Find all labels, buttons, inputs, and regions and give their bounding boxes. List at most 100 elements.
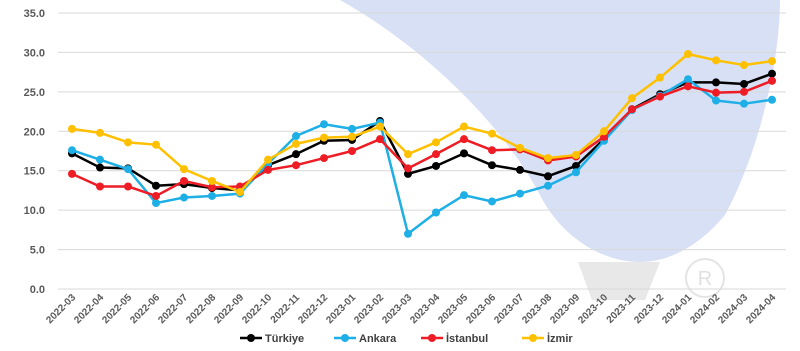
data-point: [516, 165, 524, 174]
data-point: [460, 135, 468, 144]
data-point: [96, 163, 104, 172]
data-point: [180, 176, 188, 185]
data-point: [460, 191, 468, 200]
data-point: [96, 155, 104, 164]
data-point: [740, 79, 748, 88]
data-point: [404, 150, 412, 159]
legend-marker: [529, 334, 537, 342]
data-point: [68, 124, 76, 133]
x-tick-label: 2022-06: [128, 292, 162, 326]
data-point: [152, 191, 160, 200]
data-point: [572, 161, 580, 170]
series-2: [68, 76, 776, 200]
data-point: [404, 229, 412, 238]
data-point: [348, 132, 356, 141]
y-tick-label: 15.0: [24, 166, 45, 178]
watermark-logo-mark: [578, 262, 660, 300]
data-point: [208, 183, 216, 192]
series-line: [71, 52, 773, 194]
data-point: [712, 78, 720, 87]
y-tick-label: 10.0: [24, 205, 45, 217]
data-point: [516, 143, 524, 152]
legend-item: İzmir: [522, 332, 573, 345]
legend-marker: [247, 334, 255, 342]
data-point: [292, 161, 300, 170]
x-tick-label: 2024-03: [716, 292, 750, 326]
data-point: [740, 61, 748, 70]
data-point: [376, 122, 384, 131]
data-point: [124, 138, 132, 147]
y-tick-label: 30.0: [24, 47, 45, 59]
y-tick-label: 20.0: [24, 126, 45, 138]
data-point: [432, 208, 440, 217]
y-tick-label: 35.0: [24, 8, 45, 20]
legend-label: İstanbul: [446, 332, 488, 345]
x-tick-label: 2022-07: [156, 292, 190, 326]
y-tick-label: 0.0: [30, 284, 45, 296]
data-point: [320, 120, 328, 129]
legend: Türkiye Ankara İstanbul İzmir: [240, 332, 573, 345]
watermark-registered-mark: [685, 258, 725, 298]
data-point: [96, 182, 104, 191]
data-point: [404, 164, 412, 173]
legend-label: Ankara: [359, 333, 397, 345]
data-point: [768, 69, 776, 78]
x-tick-label: 2023-06: [464, 292, 498, 326]
series-line: [71, 72, 773, 192]
data-point: [432, 150, 440, 159]
data-point: [712, 56, 720, 65]
data-point: [740, 87, 748, 96]
data-point: [600, 127, 608, 136]
x-tick-label: 2024-04: [744, 292, 778, 326]
x-tick-label: 2023-02: [352, 292, 386, 326]
x-tick-label: 2024-01: [660, 292, 694, 326]
series-group: [68, 50, 776, 238]
x-tick-label: 2022-05: [100, 292, 134, 326]
x-tick-label: 2022-03: [44, 292, 78, 326]
y-tick-label: 25.0: [24, 87, 45, 99]
data-point: [516, 189, 524, 198]
data-point: [488, 161, 496, 170]
data-point: [376, 135, 384, 144]
data-point: [460, 122, 468, 131]
legend-item: İstanbul: [421, 332, 488, 345]
data-point: [432, 138, 440, 147]
data-point: [264, 165, 272, 174]
data-point: [348, 147, 356, 155]
data-point: [712, 88, 720, 97]
x-tick-label: 2023-09: [548, 292, 582, 326]
data-point: [628, 94, 636, 103]
data-point: [544, 181, 552, 190]
data-point: [208, 191, 216, 200]
data-point: [460, 149, 468, 158]
x-tick-label: 2023-07: [492, 292, 526, 326]
legend-item: Türkiye: [240, 333, 304, 345]
data-point: [544, 154, 552, 163]
x-tick-label: 2023-04: [408, 292, 442, 326]
data-point: [96, 128, 104, 137]
x-tick-label: 2022-12: [296, 292, 330, 326]
data-point: [544, 172, 552, 181]
data-point: [684, 75, 692, 84]
data-point: [320, 133, 328, 142]
x-tick-label: 2022-04: [72, 292, 106, 326]
data-point: [236, 188, 244, 197]
legend-label: Türkiye: [265, 333, 304, 345]
data-point: [572, 150, 580, 159]
data-point: [124, 165, 132, 174]
data-point: [488, 146, 496, 155]
data-point: [432, 161, 440, 170]
data-point: [600, 132, 608, 141]
x-tick-label: 2022-09: [212, 292, 246, 326]
data-point: [684, 50, 692, 59]
data-point: [656, 73, 664, 82]
y-axis: 0.0 5.0 10.0 15.0 20.0 25.0 30.0 35.0: [24, 8, 45, 296]
data-point: [768, 57, 776, 66]
data-point: [348, 124, 356, 133]
legend-label: İzmir: [547, 332, 573, 345]
x-tick-label: 2022-10: [240, 292, 274, 326]
legend-marker: [341, 334, 349, 342]
x-tick-label: 2023-05: [436, 292, 470, 326]
